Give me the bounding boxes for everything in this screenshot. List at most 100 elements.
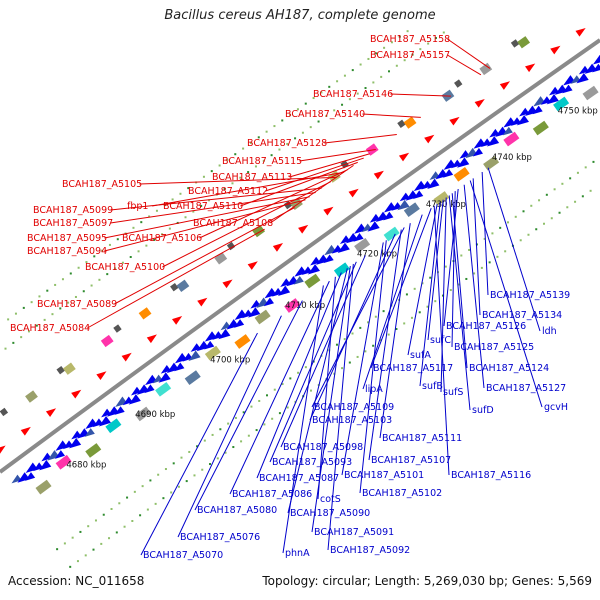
reverse-gene-arrow (413, 190, 424, 200)
reverse-gene-arrow (272, 287, 283, 297)
gene-label: BCAH187_A5111 (382, 433, 462, 444)
gene-label: BCAH187_A5116 (451, 470, 531, 481)
forward-gene-arrow (146, 334, 157, 344)
guide-dot (592, 160, 595, 163)
reverse-gene-arrow (39, 459, 52, 471)
guide-dot (584, 166, 587, 169)
guide-dot (576, 171, 579, 174)
guide-dot (184, 216, 187, 219)
reverse-gene-arrow (548, 86, 560, 96)
gene-label: BCAH187_A5140 (285, 109, 365, 120)
guide-dot (483, 237, 486, 240)
reverse-gene-arrow (442, 169, 454, 178)
gene-label: BCAH187_A5097 (33, 218, 113, 229)
gene-leader-line (256, 272, 342, 479)
guide-dot (170, 491, 173, 494)
forward-feature-block (479, 62, 493, 76)
forward-gene-arrow (348, 188, 359, 198)
guide-dot (561, 182, 564, 185)
forward-gene-labels: BCAH187_A5158 BCAH187_A5157 BCAH187_A5146 B… (10, 34, 491, 334)
reverse-gene-arrow (375, 211, 388, 223)
reverse-feature-block (254, 309, 271, 325)
reverse-gene-arrow (152, 374, 163, 384)
guide-dot (116, 238, 119, 241)
gene-label: BCAH187_A5090 (290, 508, 370, 519)
gene-leader-line (362, 113, 421, 118)
reverse-feature-block (453, 166, 470, 182)
reverse-gene-arrow (233, 319, 245, 328)
guide-dot (444, 265, 447, 268)
guide-dot (289, 113, 292, 116)
gene-leader-line (199, 169, 348, 239)
guide-dot (216, 457, 219, 460)
guide-dot (168, 227, 171, 230)
guide-dot (265, 394, 268, 397)
guide-dot (121, 261, 124, 264)
guide-dot (558, 211, 561, 214)
forward-feature-block (214, 252, 228, 265)
gene-leader-line (289, 153, 370, 178)
guide-dot (27, 330, 30, 333)
guide-dot (240, 440, 243, 443)
gene-label: BCAH187_A5092 (330, 545, 410, 556)
guide-dot (106, 273, 109, 276)
guide-dot (262, 159, 265, 162)
reverse-feature-block (553, 96, 570, 112)
guide-dot (473, 272, 476, 275)
gene-label: BCAH187_A5113 (212, 172, 292, 183)
guide-dot (387, 333, 390, 336)
reverse-gene-arrow (174, 362, 185, 372)
guide-dot (312, 97, 315, 100)
guide-dot (589, 189, 592, 192)
reverse-feature-block (35, 479, 52, 495)
reverse-gene-arrow (472, 147, 483, 157)
guide-dot (320, 91, 323, 94)
guide-dot (328, 85, 331, 88)
reverse-gene-arrow (546, 94, 559, 105)
guide-dot (100, 542, 103, 545)
forward-feature-block (226, 241, 236, 251)
reverse-gene-arrow (391, 202, 402, 211)
gene-label: fbp1 (127, 201, 148, 212)
reverse-gene-arrow (489, 128, 500, 138)
guide-dot (403, 322, 406, 325)
reverse-gene-arrow (174, 352, 188, 364)
guide-dot (457, 283, 460, 286)
guide-dot (250, 405, 253, 408)
reverse-gene-arrow (280, 278, 291, 287)
guide-dot (249, 141, 252, 144)
gene-label: BCAH187_A5126 (446, 321, 526, 332)
reverse-feature-block (503, 131, 520, 147)
guide-dot (210, 170, 213, 173)
guide-dot (234, 153, 237, 156)
guide-dot (101, 249, 104, 252)
gene-leader-line (194, 300, 303, 511)
reverse-gene-arrow (114, 406, 125, 415)
guide-dot (270, 154, 273, 157)
guide-dot (98, 278, 101, 281)
gene-leader-line (87, 228, 265, 329)
guide-dot (301, 131, 304, 134)
gene-leader-line (299, 148, 376, 162)
forward-feature-block (25, 390, 38, 403)
reverse-gene-arrow (226, 319, 239, 330)
guide-dot (379, 339, 382, 342)
gene-label: BCAH187_A5125 (454, 342, 534, 353)
gene-label: BCAH187_A5099 (33, 205, 113, 216)
reverse-gene-arrow (218, 328, 231, 340)
reverse-gene-arrow (33, 462, 44, 472)
guide-dot (43, 318, 46, 321)
gene-leader-line (447, 54, 482, 76)
reverse-gene-arrow (25, 462, 38, 473)
genome-title: Bacillus cereus AH187, complete genome (164, 8, 436, 23)
forward-feature-block (56, 365, 65, 375)
reverse-gene-arrow (145, 374, 158, 386)
guide-dot (465, 277, 468, 280)
guide-dot (22, 306, 25, 309)
gene-label: BCAH187_A5107 (371, 455, 451, 466)
gene-leader-line (317, 276, 336, 500)
guide-dot (304, 102, 307, 105)
reverse-gene-arrow (286, 275, 299, 287)
